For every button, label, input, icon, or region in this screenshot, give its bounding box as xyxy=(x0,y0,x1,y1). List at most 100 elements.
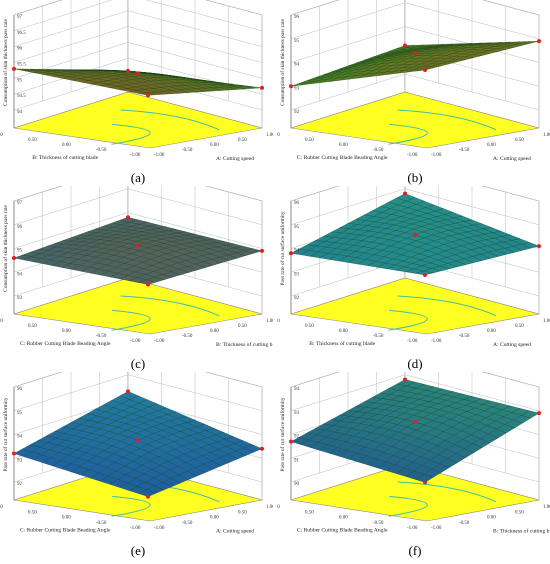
x-tick-label: 1.00 xyxy=(543,133,550,138)
z-axis-label: Pass rate of cut surface uniformity xyxy=(279,211,286,285)
x-tick-label: 1.00 xyxy=(266,505,273,510)
x-tick-label: 1.00 xyxy=(543,505,550,510)
z-tick-label: 95.5 xyxy=(17,63,26,68)
y-tick-label: 1.00 xyxy=(277,319,280,324)
design-point xyxy=(289,251,293,255)
y-axis-label: B: Thickness of cutting blade xyxy=(32,154,98,161)
y-tick-label: 0.50 xyxy=(28,324,37,329)
x-tick-label: 0.00 xyxy=(487,143,496,148)
panel-label: (b) xyxy=(407,170,422,185)
y-tick-label: -1.00 xyxy=(130,339,141,344)
z-axis-label: Consumption of skin thickness pass rate xyxy=(2,19,9,106)
x-tick-label: 0.50 xyxy=(238,510,247,515)
y-axis-label: B: Thickness of cutting blade xyxy=(309,340,375,347)
z-tick-label: 94 xyxy=(294,387,300,392)
design-point xyxy=(12,256,16,260)
z-tick-label: 93 xyxy=(294,272,300,277)
x-tick-label: -1.00 xyxy=(154,526,165,531)
x-tick-label: -0.50 xyxy=(182,521,193,526)
x-tick-label: 0.50 xyxy=(515,510,524,515)
design-point xyxy=(126,215,130,219)
z-tick-label: 94.5 xyxy=(17,94,26,99)
z-tick-label: 93 xyxy=(294,411,300,416)
x-axis-label: B: Thickness of cutting blade xyxy=(216,341,273,348)
design-point xyxy=(423,68,427,72)
z-tick-label: 92 xyxy=(294,296,300,301)
z-tick-label: 95 xyxy=(294,225,300,230)
x-axis-label: A: Cutting speed xyxy=(493,156,531,162)
z-axis-label: Pass rate of cut surface uniformity xyxy=(279,397,286,471)
x-tick-label: 0.00 xyxy=(487,329,496,334)
y-tick-label: -0.50 xyxy=(96,334,107,339)
x-tick-label: -1.00 xyxy=(154,339,165,344)
y-tick-label: 0.50 xyxy=(305,324,314,329)
y-tick-label: -0.50 xyxy=(373,148,384,153)
z-tick-label: 96 xyxy=(294,201,300,206)
y-tick-label: 0.50 xyxy=(305,510,314,515)
design-point xyxy=(413,52,417,56)
y-tick-label: 0.00 xyxy=(62,329,71,334)
design-point xyxy=(126,389,130,393)
y-tick-label: -1.00 xyxy=(130,153,141,158)
x-tick-label: -0.50 xyxy=(459,334,470,339)
y-tick-label: 0.00 xyxy=(62,516,71,521)
y-tick-label: 0.00 xyxy=(62,143,71,148)
z-tick-label: 95 xyxy=(17,249,23,254)
z-tick-label: 95 xyxy=(17,411,23,416)
x-tick-label: -0.50 xyxy=(459,148,470,153)
z-axis-label: Consumption of skin thickness pass rate xyxy=(279,19,286,106)
z-tick-label: 97 xyxy=(17,201,23,206)
y-axis-label: C: Rubber Cutting Blade Beading Angle xyxy=(20,527,111,533)
x-tick-label: 0.50 xyxy=(515,324,524,329)
y-tick-label: -1.00 xyxy=(130,526,141,531)
design-point xyxy=(136,244,140,248)
x-tick-label: 0.50 xyxy=(515,138,524,143)
design-point xyxy=(537,39,541,43)
y-tick-label: 0.50 xyxy=(305,138,314,143)
design-point xyxy=(537,244,541,248)
x-tick-label: -1.00 xyxy=(431,526,442,531)
x-tick-label: -0.50 xyxy=(182,148,193,153)
z-tick-label: 96 xyxy=(17,225,23,230)
x-tick-label: 0.00 xyxy=(487,516,496,521)
y-tick-label: 1.00 xyxy=(0,133,3,138)
panel-label: (d) xyxy=(407,356,422,371)
x-tick-label: -1.00 xyxy=(431,153,442,158)
design-point xyxy=(126,69,130,73)
design-point xyxy=(423,273,427,277)
x-tick-label: -0.50 xyxy=(459,521,470,526)
panel-label: (e) xyxy=(131,543,145,558)
z-tick-label: 92 xyxy=(294,435,300,440)
z-tick-label: 96 xyxy=(294,15,300,20)
design-point xyxy=(403,378,407,382)
y-tick-label: -1.00 xyxy=(407,339,418,344)
y-tick-label: 1.00 xyxy=(277,505,280,510)
z-tick-label: 94 xyxy=(294,63,300,68)
design-point xyxy=(413,420,417,424)
y-tick-label: -1.00 xyxy=(407,153,418,158)
y-axis-label: C: Rubber Cutting Blade Beading Angle xyxy=(297,527,388,533)
design-point xyxy=(136,72,140,76)
design-point xyxy=(146,495,150,499)
panel-label: (f) xyxy=(409,543,422,558)
design-point xyxy=(260,249,264,253)
x-axis-label: A: Cutting speed xyxy=(216,529,254,535)
panel-label: (a) xyxy=(131,170,145,185)
z-tick-label: 94 xyxy=(17,435,23,440)
design-point xyxy=(260,86,264,90)
x-tick-label: 1.00 xyxy=(543,319,550,324)
z-tick-label: 94 xyxy=(17,110,23,115)
z-axis-label: Pass rate of cut surface uniformity xyxy=(2,397,9,471)
design-point xyxy=(146,283,150,287)
z-tick-label: 95 xyxy=(294,39,300,44)
design-point xyxy=(12,67,16,71)
x-tick-label: -0.50 xyxy=(182,334,193,339)
z-tick-label: 96.5 xyxy=(17,31,26,36)
